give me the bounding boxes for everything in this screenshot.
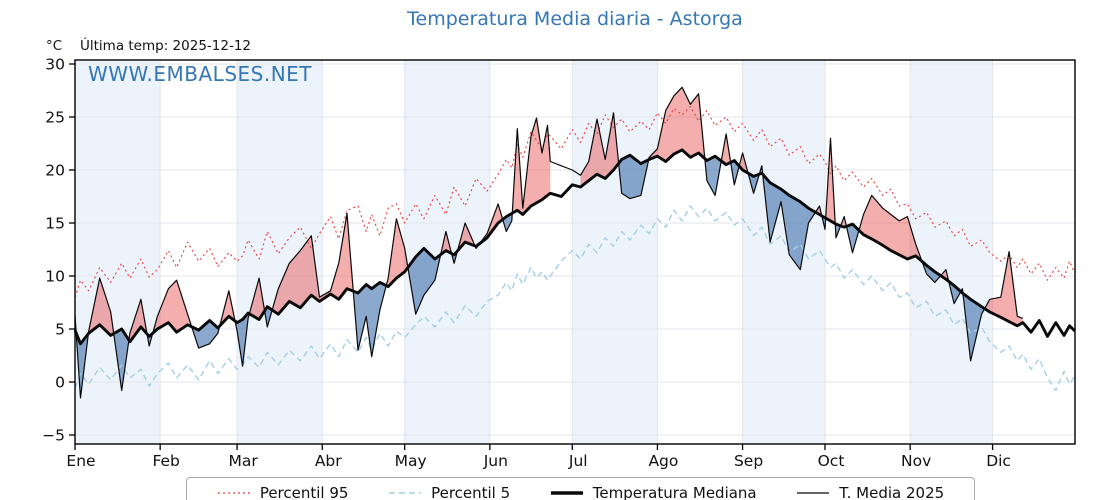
x-month-label: Nov — [901, 452, 931, 470]
last-temp-label: Última temp: 2025-12-12 — [80, 38, 252, 54]
legend-label: Percentil 5 — [431, 484, 511, 500]
x-month-label: Dic — [986, 452, 1011, 470]
mediana-line — [73, 148, 1077, 346]
x-month-label: Abr — [315, 452, 342, 470]
month-band — [910, 60, 993, 444]
dashed-lightblue-line-icon — [389, 492, 422, 494]
month-band — [75, 60, 161, 444]
plot-frame — [74, 59, 1076, 445]
thin-black-line-icon — [797, 492, 830, 494]
dotted-red-line-icon — [217, 492, 250, 494]
legend-item-tmedia2025: T. Media 2025 — [796, 484, 944, 500]
x-month-label: Feb — [152, 452, 179, 470]
y-tick-label: 25 — [45, 109, 65, 127]
watermark: WWW.EMBALSES.NET — [88, 62, 313, 86]
x-month-label: May — [395, 452, 427, 470]
y-tick-label: −5 — [42, 427, 65, 445]
x-month-label: Sep — [734, 452, 763, 470]
y-tick-label: 10 — [45, 268, 65, 286]
x-month-label: Ene — [66, 452, 95, 470]
x-month-label: Jul — [568, 452, 588, 470]
y-tick-label: 20 — [45, 162, 65, 180]
y-tick-label: 15 — [45, 215, 65, 233]
percentil95-line — [74, 105, 1076, 298]
y-tick-label: 5 — [55, 321, 65, 339]
legend-label: T. Media 2025 — [839, 484, 945, 500]
legend-item-percentil5: Percentil 5 — [388, 484, 510, 500]
y-tick-label: 0 — [55, 374, 65, 392]
t-media-2025-line — [74, 86, 1024, 399]
legend-label: Temperatura Mediana — [592, 484, 757, 500]
y-axis-units-label: °C — [46, 38, 63, 54]
chart-title: Temperatura Media diaria - Astorga — [407, 8, 743, 30]
x-month-label: Ago — [648, 452, 678, 470]
y-tick-label: 30 — [45, 56, 65, 74]
chart-legend: Percentil 95 Percentil 5 Temperatura Med… — [186, 477, 975, 500]
x-month-label: Jun — [483, 452, 508, 470]
percentil5-line — [74, 205, 1076, 392]
x-month-label: Mar — [228, 452, 258, 470]
fill-above-median — [75, 87, 1023, 342]
legend-item-percentil95: Percentil 95 — [217, 484, 349, 500]
month-band — [742, 60, 825, 444]
legend-label: Percentil 95 — [259, 484, 349, 500]
thick-black-line-icon — [550, 491, 583, 495]
x-month-label: Oct — [818, 452, 845, 470]
legend-item-mediana: Temperatura Mediana — [550, 484, 757, 500]
